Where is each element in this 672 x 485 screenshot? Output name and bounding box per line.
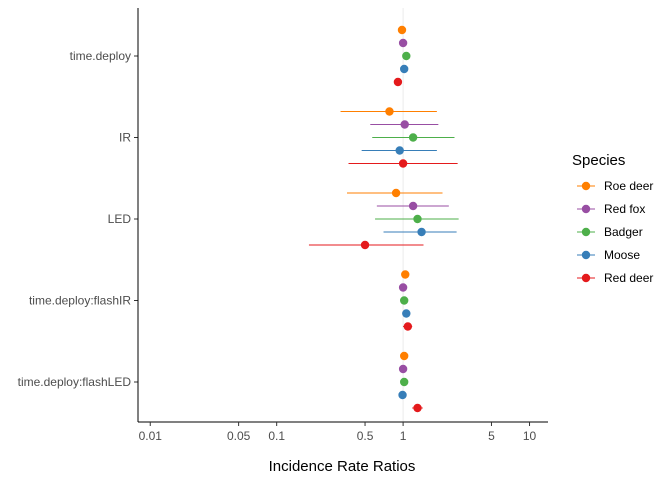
x-tick-label: 0.1 <box>268 429 285 443</box>
estimate-point <box>398 283 408 292</box>
estimate-point <box>397 25 407 35</box>
x-tick-label: 1 <box>400 429 407 443</box>
estimate-point <box>398 38 408 48</box>
estimate-point <box>408 133 418 142</box>
x-tick-label: 0.05 <box>227 429 251 443</box>
estimate-point <box>408 201 418 211</box>
estimate-point <box>413 214 422 224</box>
x-tick-label: 0.01 <box>139 429 163 443</box>
estimate-point <box>402 51 411 61</box>
legend-item: Badger <box>577 225 643 239</box>
estimate-point <box>399 351 409 361</box>
estimate-point <box>391 188 401 198</box>
data-layer <box>308 25 459 413</box>
legend-key-point <box>581 181 591 191</box>
legend-key-point <box>581 250 591 260</box>
legend-label: Badger <box>604 225 643 239</box>
estimate-point <box>399 377 409 387</box>
y-tick-label: time.deploy:flashIR <box>29 294 131 308</box>
estimate-point <box>400 120 409 129</box>
legend-key-point <box>581 227 591 237</box>
y-tick-label: LED <box>108 212 132 226</box>
legend-title: Species <box>572 152 625 169</box>
x-tick-label: 0.5 <box>357 429 374 443</box>
legend-key-point <box>581 273 591 283</box>
estimate-point <box>403 322 413 331</box>
estimate-point <box>398 390 407 400</box>
legend-key-point <box>581 204 591 214</box>
y-tick-label: time.deploy:flashLED <box>18 375 132 389</box>
x-tick-label: 10 <box>523 429 537 443</box>
legend-label: Red deer <box>604 271 653 285</box>
estimate-point <box>398 364 408 374</box>
legend-item: Red fox <box>577 202 645 216</box>
estimate-point <box>360 240 370 250</box>
legend: Species Roe deer Red fox Badger Moose Red de… <box>572 152 653 285</box>
estimate-point <box>385 107 394 116</box>
legend-label: Moose <box>604 248 640 262</box>
estimate-point <box>393 77 403 87</box>
legend-label: Roe deer <box>604 179 653 193</box>
estimate-point <box>399 296 409 305</box>
y-tick-label: time.deploy <box>70 49 131 63</box>
legend-label: Red fox <box>604 202 645 216</box>
legend-item: Red deer <box>577 271 653 285</box>
estimate-point <box>395 146 404 155</box>
y-tick-label: IR <box>119 131 131 145</box>
estimate-point <box>401 270 410 279</box>
axis-layer <box>134 8 548 426</box>
legend-item: Moose <box>577 248 640 262</box>
x-axis-title: Incidence Rate Ratios <box>269 458 416 475</box>
estimate-point <box>417 227 426 237</box>
estimate-point <box>413 403 422 413</box>
x-tick-label: 5 <box>488 429 495 443</box>
estimate-point <box>402 309 411 318</box>
estimate-point <box>398 159 408 168</box>
legend-item: Roe deer <box>577 179 653 193</box>
category-labels: time.deploy IR LED time.deploy:flashIR time.… <box>18 49 132 389</box>
x-tick-labels: 0.01 0.05 0.1 0.5 1 5 10 <box>139 429 537 443</box>
estimate-point <box>399 64 409 74</box>
